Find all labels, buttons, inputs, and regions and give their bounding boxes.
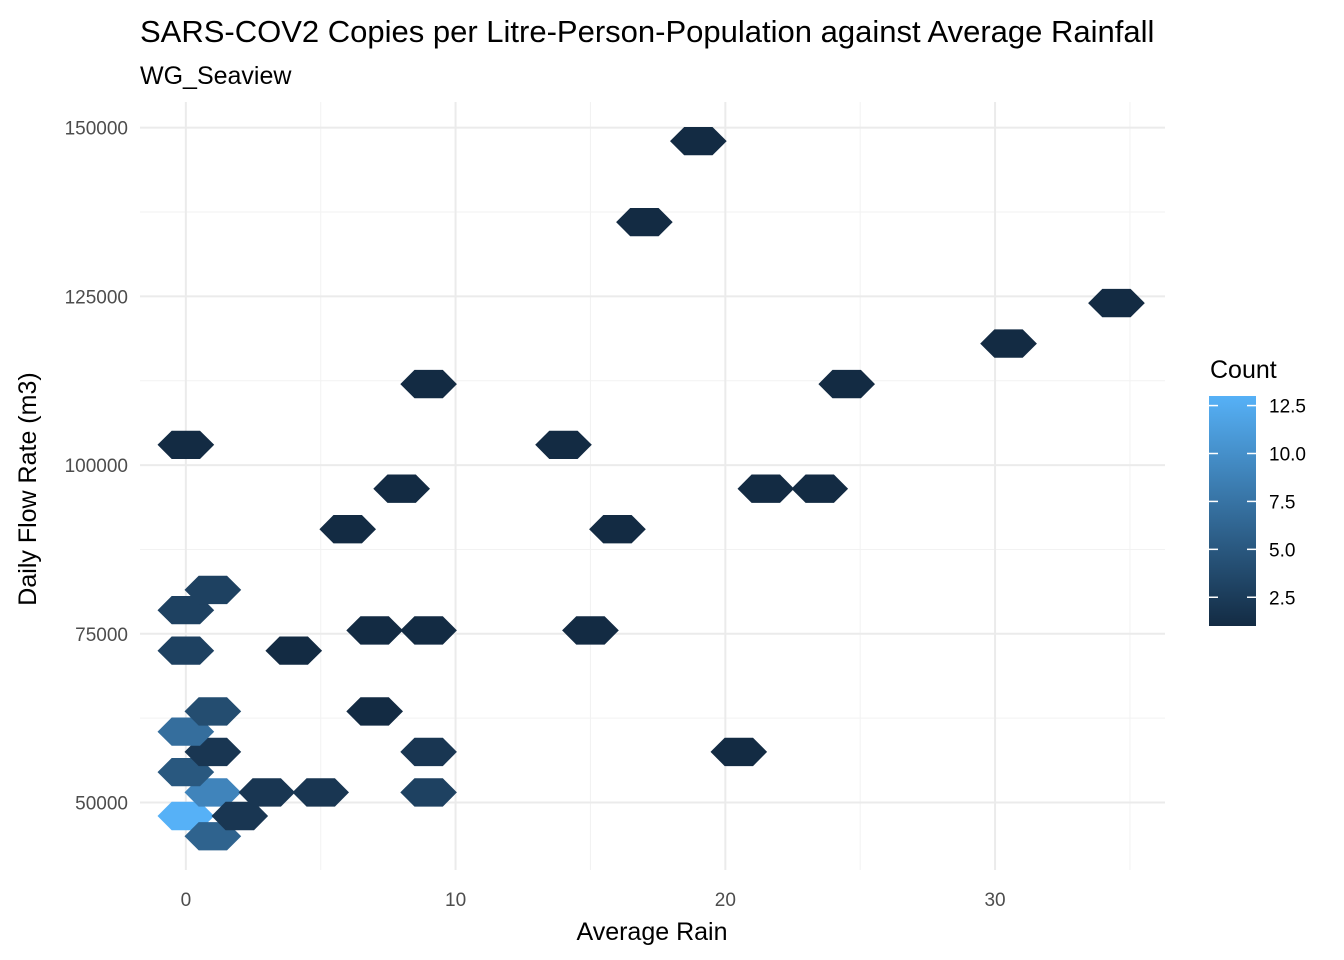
- hexbin-cell: [400, 369, 457, 399]
- y-tick-label: 125000: [65, 287, 128, 308]
- hexbin-cell: [670, 127, 727, 156]
- x-tick-label: 20: [715, 890, 736, 911]
- hexbin-cell: [265, 636, 323, 665]
- hexbin-cell: [373, 474, 430, 503]
- y-axis-ticks: 50000 75000 100000 125000 150000: [65, 119, 128, 815]
- x-axis-title: Average Rain: [576, 918, 727, 946]
- legend-tick-label: 12.5: [1269, 397, 1306, 418]
- legend-ticks: 2.5 5.0 7.5 10.0 12.5: [1209, 397, 1306, 609]
- hexbin-cell: [710, 737, 768, 767]
- hexbin-cell: [616, 208, 673, 237]
- y-tick-label: 150000: [65, 119, 128, 140]
- hexbin-cell: [211, 801, 269, 831]
- y-tick-label: 75000: [75, 625, 128, 646]
- hexbin-cell: [346, 616, 403, 645]
- hexbin-cell: [157, 430, 215, 459]
- hexbin-cells: [157, 127, 1145, 851]
- y-axis-title: Daily Flow Rate (m3): [14, 372, 42, 605]
- legend-tick-label: 2.5: [1269, 588, 1295, 609]
- hexbin-cell: [535, 430, 592, 459]
- hexbin-cell: [791, 474, 849, 503]
- legend-tick-label: 5.0: [1269, 540, 1295, 561]
- hexbin-cell: [589, 515, 646, 544]
- hexbin-cell: [980, 329, 1037, 358]
- hexbin-cell: [157, 636, 215, 665]
- legend-tick-label: 7.5: [1269, 492, 1295, 513]
- hexbin-cell: [292, 778, 349, 807]
- legend-tick-label: 10.0: [1269, 445, 1306, 466]
- x-axis-ticks: 0 10 20 30: [181, 890, 1006, 911]
- hexbin-cell: [818, 369, 875, 399]
- hexbin-cell: [400, 737, 457, 767]
- y-tick-label: 50000: [75, 794, 128, 815]
- hexbin-cell: [346, 697, 403, 726]
- x-tick-label: 10: [445, 890, 466, 911]
- hexbin-cell: [562, 616, 619, 645]
- legend: Count 2.5 5.0 7.5 10.0 12.5: [1209, 356, 1306, 626]
- hexbin-cell: [1088, 288, 1145, 318]
- chart-title: SARS-COV2 Copies per Litre-Person-Popula…: [140, 14, 1154, 49]
- chart-subtitle: WG_Seaview: [140, 62, 292, 90]
- legend-colorbar: [1209, 396, 1256, 626]
- legend-title: Count: [1210, 356, 1277, 384]
- hexbin-cell: [238, 778, 296, 807]
- hexbin-cell: [184, 575, 242, 605]
- hexbin-cell: [737, 474, 795, 503]
- hexbin-cell: [400, 778, 457, 807]
- hexbin-cell: [319, 515, 376, 544]
- x-tick-label: 0: [181, 890, 192, 911]
- y-tick-label: 100000: [65, 456, 128, 477]
- hexbin-cell: [400, 616, 457, 645]
- x-tick-label: 30: [984, 890, 1005, 911]
- hexbin-cell: [184, 697, 242, 726]
